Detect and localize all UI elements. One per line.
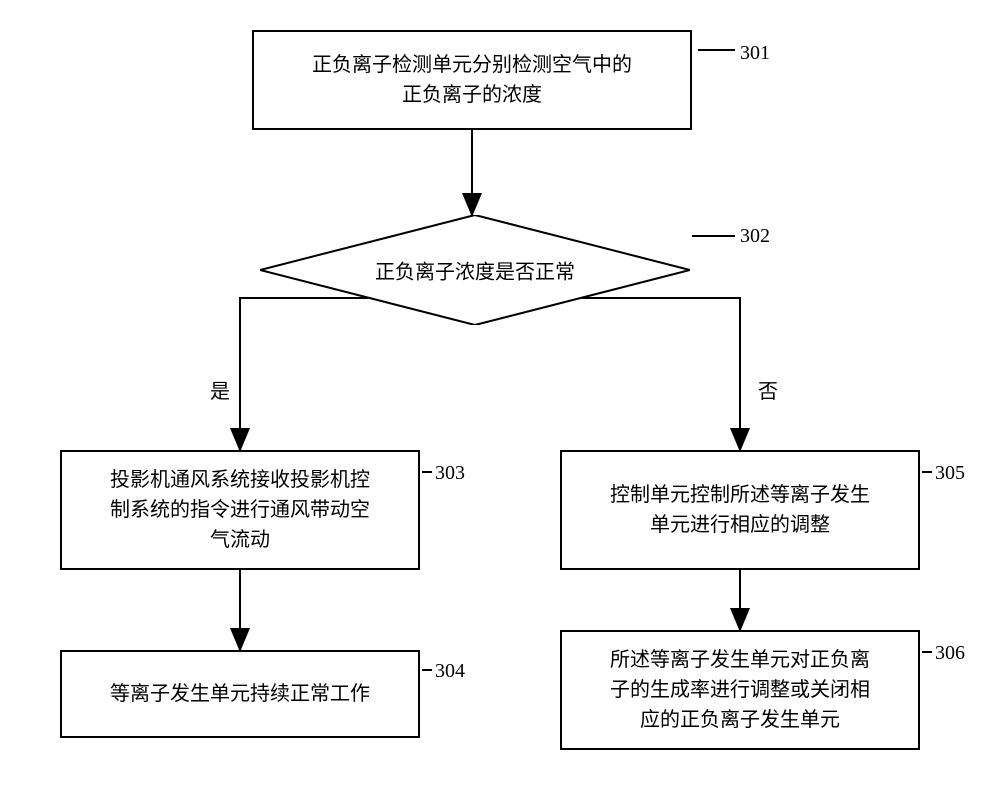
node-302: 正负离子浓度是否正常: [260, 215, 690, 325]
node-303: 投影机通风系统接收投影机控制系统的指令进行通风带动空气流动: [60, 450, 420, 570]
node-306: 所述等离子发生单元对正负离子的生成率进行调整或关闭相应的正负离子发生单元: [560, 630, 920, 750]
node-301: 正负离子检测单元分别检测空气中的正负离子的浓度: [252, 30, 692, 130]
label-303: 303: [435, 462, 465, 485]
node-303-text: 投影机通风系统接收投影机控制系统的指令进行通风带动空气流动: [110, 465, 370, 555]
label-301: 301: [740, 42, 770, 65]
label-304: 304: [435, 660, 465, 683]
flowchart-canvas: 正负离子检测单元分别检测空气中的正负离子的浓度 301 正负离子浓度是否正常 3…: [0, 0, 1000, 794]
node-306-text: 所述等离子发生单元对正负离子的生成率进行调整或关闭相应的正负离子发生单元: [610, 645, 870, 735]
node-305: 控制单元控制所述等离子发生单元进行相应的调整: [560, 450, 920, 570]
label-305: 305: [935, 462, 965, 485]
node-305-text: 控制单元控制所述等离子发生单元进行相应的调整: [610, 480, 870, 540]
node-304: 等离子发生单元持续正常工作: [60, 650, 420, 738]
node-301-text: 正负离子检测单元分别检测空气中的正负离子的浓度: [312, 50, 632, 110]
label-306: 306: [935, 642, 965, 665]
node-304-text: 等离子发生单元持续正常工作: [110, 679, 370, 709]
node-302-text: 正负离子浓度是否正常: [260, 256, 690, 285]
edge-label-yes: 是: [210, 375, 230, 404]
label-302: 302: [740, 225, 770, 248]
edge-label-no: 否: [758, 375, 778, 404]
